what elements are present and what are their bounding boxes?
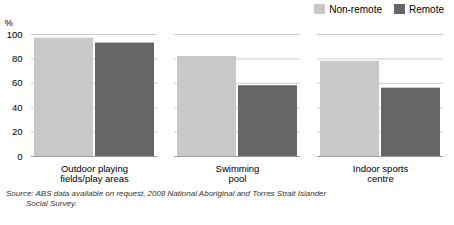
- html-text:Remote: Remote: [409, 3, 444, 15]
- html-text:Social Survey.: Social Survey.: [6, 199, 77, 208]
- svg-text:100: 100: [7, 29, 23, 40]
- svg-text:60: 60: [12, 77, 23, 88]
- svg-text:0: 0: [17, 151, 22, 162]
- svg-text:Indoor sportscentre: Indoor sportscentre: [353, 163, 409, 184]
- svg-text:Swimmingpool: Swimmingpool: [216, 163, 260, 184]
- svg-text:%: %: [5, 17, 14, 28]
- svg-text:20: 20: [12, 126, 23, 137]
- html-text:Source: ABS data available on: Source: ABS data available on request, 2…: [6, 189, 327, 198]
- svg-text:80: 80: [12, 53, 23, 64]
- svg-text:Outdoor playingfields/play are: Outdoor playingfields/play areas: [60, 163, 129, 184]
- svg-text:40: 40: [12, 102, 23, 113]
- html-text:Non-remote: Non-remote: [329, 3, 382, 15]
